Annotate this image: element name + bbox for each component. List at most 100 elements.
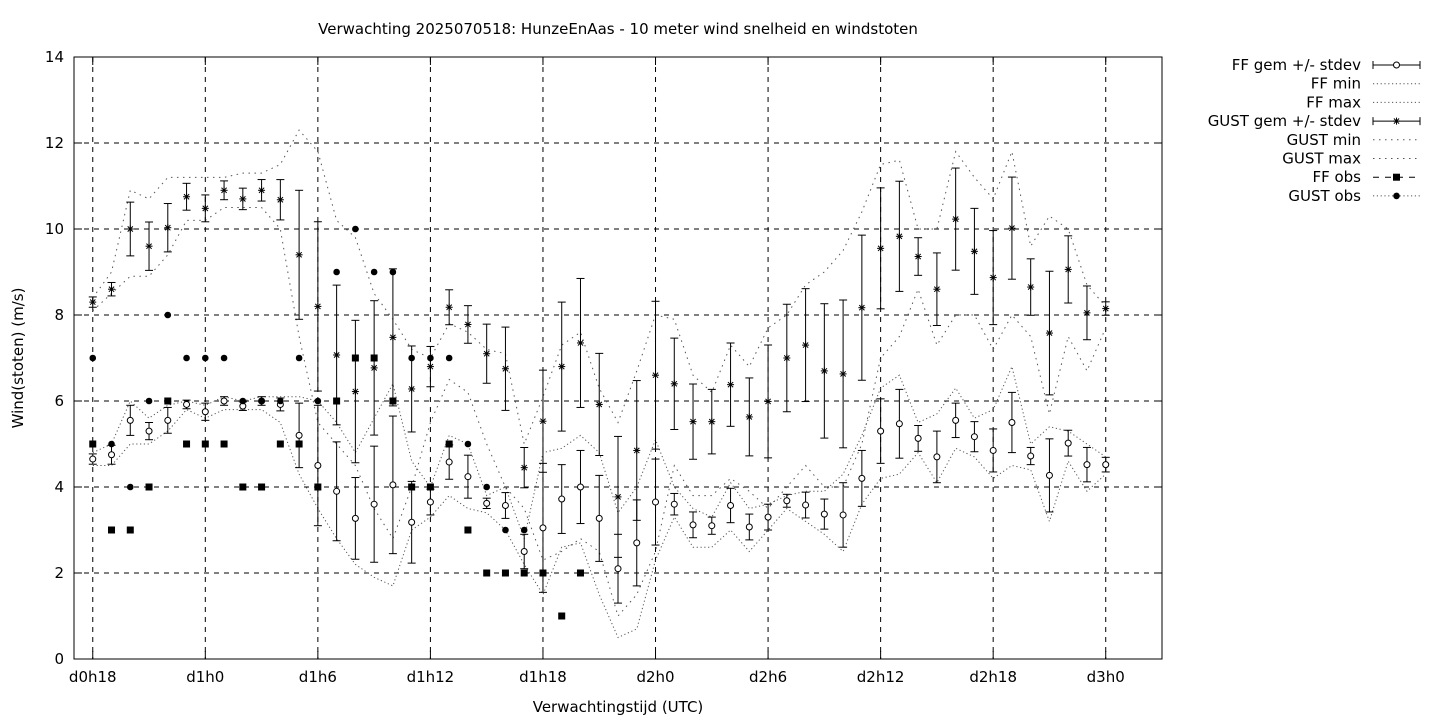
gust-obs-point [464, 440, 472, 448]
ff-obs-point [164, 397, 172, 405]
star-stroke [202, 205, 209, 212]
y-tick-label: 0 [54, 650, 64, 668]
gust-obs-point [483, 483, 490, 491]
ff-obs-point [201, 440, 209, 448]
star-stroke [277, 196, 284, 203]
gust-obs-point [126, 483, 134, 491]
gust-mean-point [914, 253, 922, 261]
ff-obs-point [426, 483, 434, 491]
x-tick-label: d2h6 [749, 668, 787, 686]
gust-mean-point [258, 186, 266, 194]
star-stroke [108, 286, 115, 293]
gust-obs-point [164, 311, 172, 319]
star-stroke [802, 342, 809, 349]
ff-mean-point [1008, 419, 1016, 426]
y-tick-label: 4 [54, 478, 64, 496]
star-stroke [127, 226, 134, 232]
gust-obs-point [352, 225, 359, 233]
x-tick-label: d0h18 [69, 668, 117, 686]
ff-obs-point [89, 440, 97, 448]
observations [89, 225, 584, 620]
gust-obs-point [502, 526, 509, 534]
gust-mean-point [89, 298, 97, 306]
gust-mean-point [520, 464, 528, 472]
gust-mean-point [1064, 265, 1072, 273]
ff-mean-point [464, 473, 472, 481]
ff-obs-point [314, 483, 322, 491]
gust-obs-point [108, 440, 115, 448]
legend-label: GUST gem +/- stdev [1208, 112, 1361, 130]
ff-mean-point [820, 510, 828, 518]
star-stroke [540, 418, 546, 425]
ff-mean-point [145, 427, 153, 435]
ff-mean-point [708, 522, 716, 530]
ff-mean-point [445, 458, 453, 466]
ff-mean-point [126, 416, 134, 424]
ff-mean-point [877, 427, 885, 435]
star-stroke [577, 339, 584, 346]
star-stroke [1008, 225, 1015, 232]
star-stroke [239, 195, 246, 202]
ff-obs-point [501, 569, 509, 577]
gust-mean-point [802, 341, 810, 349]
gust-mean-point [539, 417, 547, 425]
ff-obs-point [276, 440, 284, 448]
gust-mean-point [389, 333, 397, 341]
x-tick-label: d1h12 [407, 668, 455, 686]
ff-obs-point [220, 440, 228, 448]
gust-obs-point [427, 354, 434, 362]
star-stroke [296, 251, 303, 258]
x-tick-label: d2h0 [636, 668, 674, 686]
gust-mean-point [764, 397, 772, 405]
gust-mean-point [483, 350, 491, 358]
gust-mean-point [333, 351, 341, 359]
ff-mean-point [839, 511, 847, 519]
ff-mean-point [333, 487, 341, 495]
star-stroke [1065, 266, 1072, 273]
star-stroke [483, 350, 490, 357]
star-stroke [371, 364, 378, 371]
ff-mean-point [483, 499, 491, 507]
ff-mean-point [89, 455, 97, 463]
ff-obs-point [333, 397, 341, 405]
ff-mean-point [895, 420, 903, 428]
gust-mean-point [933, 285, 941, 293]
ff-mean-point [164, 416, 172, 424]
ff-mean-point [295, 431, 303, 439]
gust-mean-point [727, 381, 735, 389]
gust-mean-point [839, 370, 847, 378]
gust-mean-point [1045, 329, 1053, 337]
x-tick-label: d3h0 [1087, 668, 1125, 686]
legend-label: FF gem +/- stdev [1232, 56, 1361, 74]
star-stroke [314, 303, 321, 310]
star-stroke [896, 233, 903, 240]
star-stroke [783, 355, 790, 361]
ff-mean-point [1027, 452, 1035, 460]
star-stroke [258, 187, 265, 194]
ff-obs-point [108, 526, 116, 534]
ff-mean-point [558, 495, 566, 503]
ff-obs-point [126, 526, 134, 534]
ff-mean-point [802, 501, 810, 509]
gust-mean-point [633, 446, 641, 454]
x-tick-label: d2h12 [857, 668, 905, 686]
ff-mean-point [633, 539, 641, 547]
ff-mean-point [539, 524, 547, 532]
star-stroke [558, 363, 565, 370]
gust-mean-point [952, 215, 960, 223]
gust-mean-point [445, 303, 453, 311]
gust-mean-point [370, 364, 378, 372]
gust-mean-point [1102, 305, 1110, 313]
ff-mean-point [689, 521, 697, 529]
ff-obs-point [445, 440, 453, 448]
star-stroke [633, 447, 640, 454]
gust-mean-point [239, 195, 247, 203]
star-stroke [765, 398, 772, 405]
gust-mean-point [989, 274, 997, 282]
ff-mean-point [745, 523, 753, 531]
ff-mean-point [933, 453, 941, 461]
gust-mean-point [1083, 309, 1091, 317]
gust-mean-point [1008, 224, 1016, 232]
gust-mean-point [1027, 283, 1035, 291]
y-axis-label: Wind(stoten) (m/s) [9, 288, 27, 429]
